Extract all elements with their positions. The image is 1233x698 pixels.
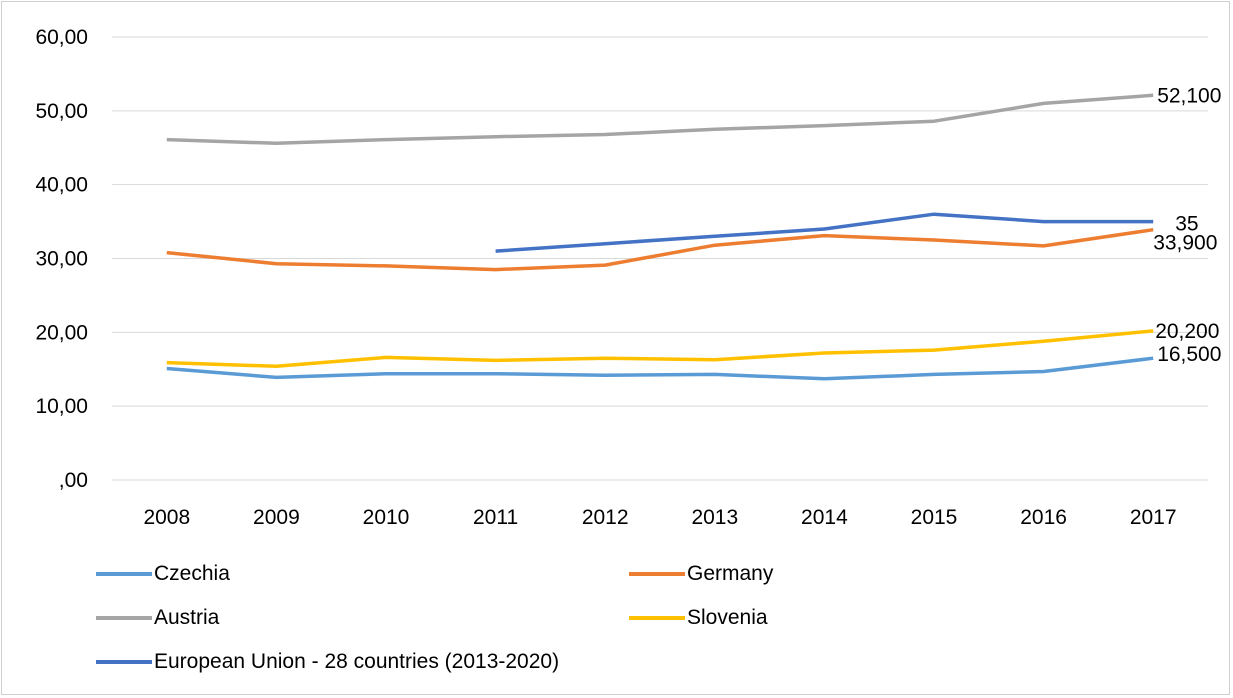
series-line-germany (166, 227, 1154, 272)
x-tick-label: 2011 (473, 506, 518, 529)
y-tick-label: 20,00 (35, 321, 88, 344)
x-axis-ticks: 2008 2009 2010 2011 2012 2013 2014 2015 2016 2017 (143, 506, 1176, 529)
y-tick-label: 30,00 (35, 248, 88, 271)
y-axis-ticks: ,00 10,00 20,00 30,00 40,00 50,00 60,00 (35, 26, 88, 492)
x-tick-label: 2016 (1020, 506, 1067, 529)
y-tick-label: 40,00 (35, 174, 88, 197)
series-line-slovenia (166, 329, 1154, 369)
x-tick-label: 2013 (691, 506, 738, 529)
x-tick-label: 2010 (363, 506, 410, 529)
y-tick-label: 60,00 (35, 26, 88, 49)
y-tick-label: 10,00 (35, 395, 88, 418)
x-tick-label: 2012 (582, 506, 629, 529)
x-tick-label: 2015 (911, 506, 958, 529)
end-data-label: 35 (1175, 213, 1198, 236)
y-tick-label: 50,00 (35, 100, 88, 123)
series-line-european (495, 212, 1154, 253)
x-tick-label: 2009 (253, 506, 300, 529)
end-data-label: 20,200 (1155, 320, 1219, 343)
end-data-label: 33,900 (1153, 232, 1217, 255)
series-line-austria (166, 93, 1154, 146)
gridlines (112, 36, 1208, 481)
y-tick-label: ,00 (59, 469, 88, 492)
x-tick-label: 2014 (801, 506, 848, 529)
end-data-label: 52,100 (1157, 84, 1221, 107)
series-lines (166, 93, 1154, 381)
end-labels: 16,500 33,900 52,100 20,200 35 (1153, 84, 1221, 366)
x-tick-label: 2008 (143, 506, 190, 529)
series-line-czechia (166, 356, 1154, 381)
end-data-label: 16,500 (1157, 343, 1221, 366)
x-tick-label: 2017 (1130, 506, 1177, 529)
